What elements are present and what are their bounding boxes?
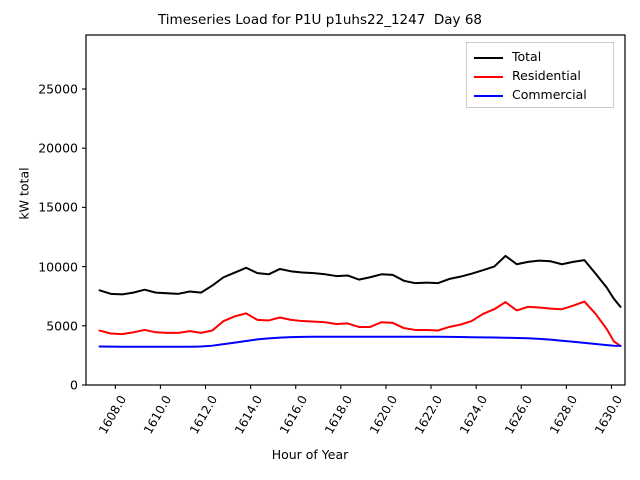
y-tick-label: 0 [70, 377, 78, 393]
legend-color-swatch [474, 94, 503, 97]
legend-label: Commercial [512, 87, 587, 103]
legend-entry: Residential [474, 67, 606, 86]
chart-title: Timeseries Load for P1U p1uhs22_1247 Day… [157, 12, 483, 28]
chart-legend: Total Residential Commercial [466, 42, 614, 108]
y-tick-label: 15000 [38, 199, 78, 215]
legend-color-swatch [474, 56, 503, 59]
y-tick-label: 5000 [46, 318, 78, 334]
y-tick-label: 10000 [38, 259, 78, 275]
legend-color-swatch [474, 75, 503, 78]
axes-frame [85, 34, 626, 386]
data-lines [98, 254, 622, 348]
x-axis-label: Hour of Year [271, 447, 349, 462]
y-tick-label: 20000 [38, 140, 78, 156]
legend-label: Residential [512, 68, 581, 84]
legend-label: Total [512, 49, 542, 65]
legend-entry: Total [474, 48, 606, 67]
axis-ticks [82, 88, 613, 389]
y-tick-label: 25000 [38, 81, 78, 97]
legend-entry: Commercial [474, 86, 606, 105]
